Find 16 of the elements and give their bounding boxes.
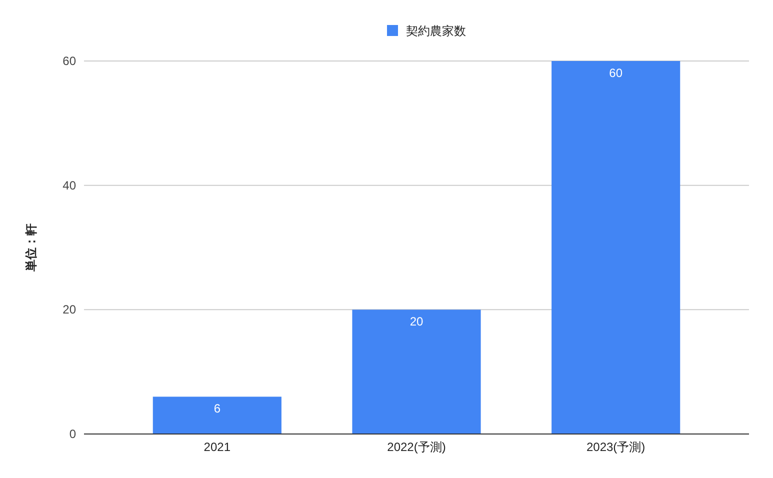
y-tick-label: 60 [62,54,76,68]
x-tick-label: 2023(予測) [586,440,646,454]
data-label: 20 [410,314,424,329]
x-tick-label: 2021 [204,440,231,454]
data-label: 60 [609,66,623,80]
x-tick-label: 2022(予測) [387,440,446,454]
y-tick-label: 0 [69,427,76,441]
bar [352,310,481,434]
y-tick-label: 20 [62,302,76,317]
y-axis-title: 単位：軒 [24,224,38,272]
legend: 契約農家数 [387,24,466,38]
data-label: 6 [214,402,221,416]
bar [152,396,282,434]
legend-label: 契約農家数 [406,24,466,38]
bar [552,61,680,434]
y-tick-label: 40 [62,178,76,192]
